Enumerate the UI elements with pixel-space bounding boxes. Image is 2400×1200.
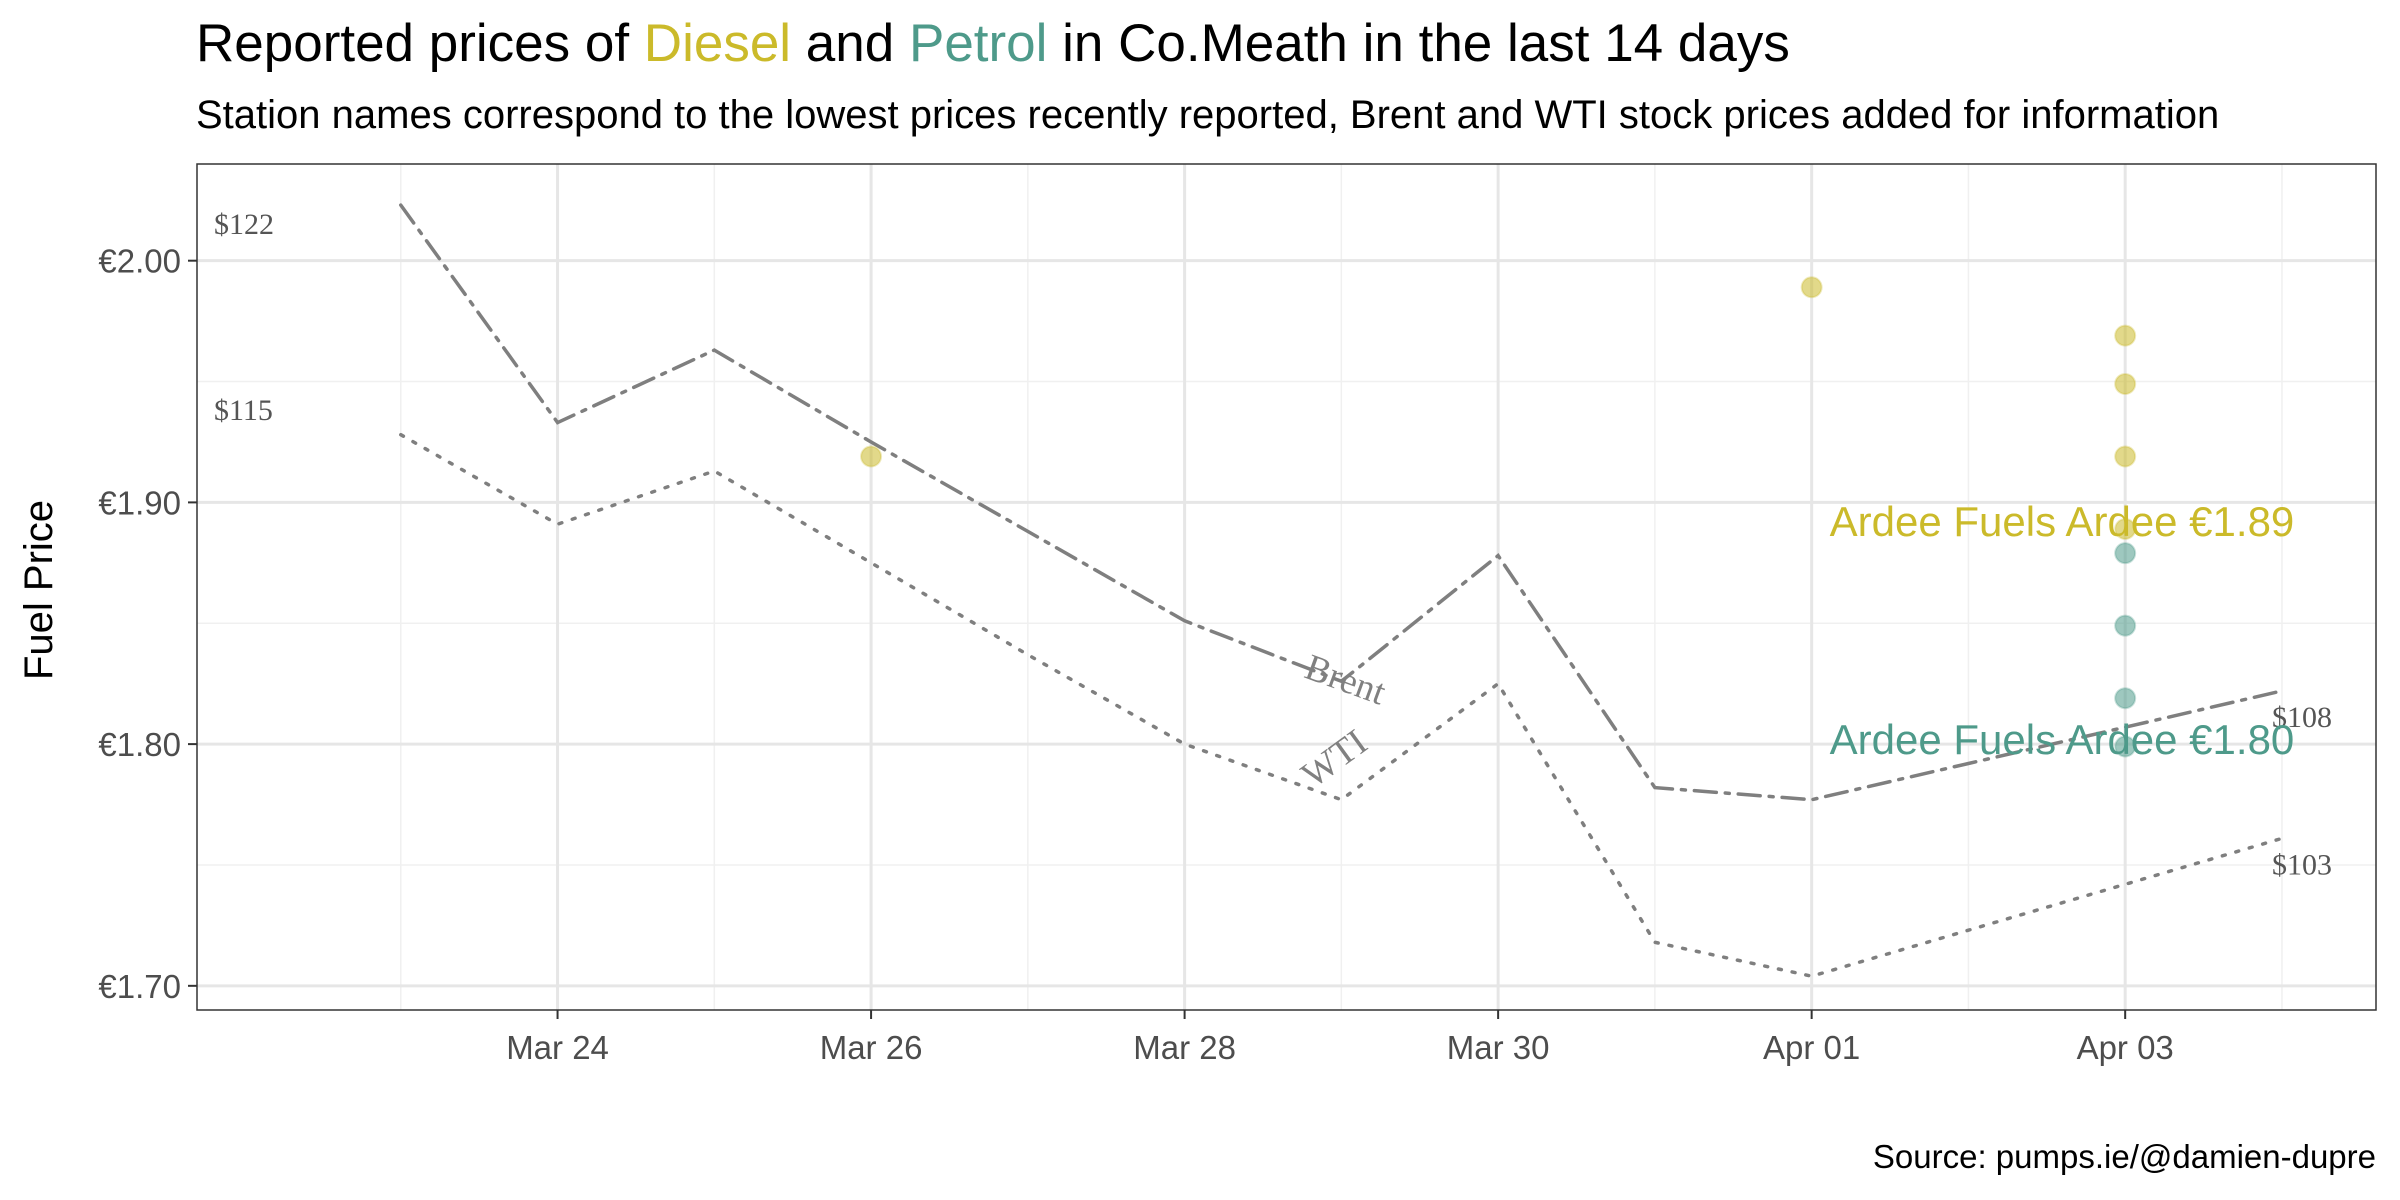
station-annotation-diesel: Ardee Fuels Ardee €1.89 [1830,498,2295,545]
data-point-diesel [2114,372,2137,395]
data-point-petrol [2114,614,2137,637]
oil-price-lines [399,203,2284,979]
title-petrol-word: Petrol [909,14,1047,73]
station-annotation-petrol: Ardee Fuels Ardee €1.80 [1830,716,2295,763]
data-point-diesel [2114,517,2137,540]
x-tick-label: Apr 03 [2077,1029,2174,1066]
title-diesel-word: Diesel [644,14,791,73]
axes: Mar 24 Mar 26 Mar 28 Mar 30 Apr 01 Apr 03 €1.7… [98,243,2173,1066]
x-tick-label: Mar 30 [1447,1029,1550,1066]
y-tick-label: €1.90 [98,484,181,521]
x-tick-label: Mar 24 [506,1029,609,1066]
y-tick-label: €1.70 [98,968,181,1005]
data-point-petrol [2114,687,2137,710]
data-point-diesel [1800,276,1823,299]
oil-price-label: $108 [2272,701,2332,734]
series-line-brent [399,203,2284,802]
oil-price-label: $122 [214,208,274,241]
x-tick-label: Apr 01 [1763,1029,1860,1066]
fuel-price-points [860,276,2137,758]
data-point-petrol [2114,735,2137,758]
data-point-diesel [860,445,883,468]
data-point-petrol [2114,542,2137,565]
data-point-diesel [2114,445,2137,468]
y-tick-label: €1.80 [98,726,181,763]
source-caption: Source: pumps.ie/@damien-dupre [1873,1138,2376,1175]
x-tick-label: Mar 28 [1133,1029,1236,1066]
plot-panel [197,164,2376,1010]
x-tick-label: Mar 26 [820,1029,923,1066]
chart-subtitle: Station names correspond to the lowest p… [196,93,2219,137]
grid-lines [197,164,2376,1010]
oil-price-label: $103 [2272,849,2332,882]
chart-title: Reported prices of Diesel and Petrol in … [196,14,1790,73]
plot-border [196,163,2377,1011]
series-line-wti [399,432,2284,979]
y-tick-label: €2.00 [98,243,181,280]
y-axis-title: Fuel Price [17,500,61,680]
data-point-diesel [2114,324,2137,347]
oil-price-label: $115 [214,394,273,427]
